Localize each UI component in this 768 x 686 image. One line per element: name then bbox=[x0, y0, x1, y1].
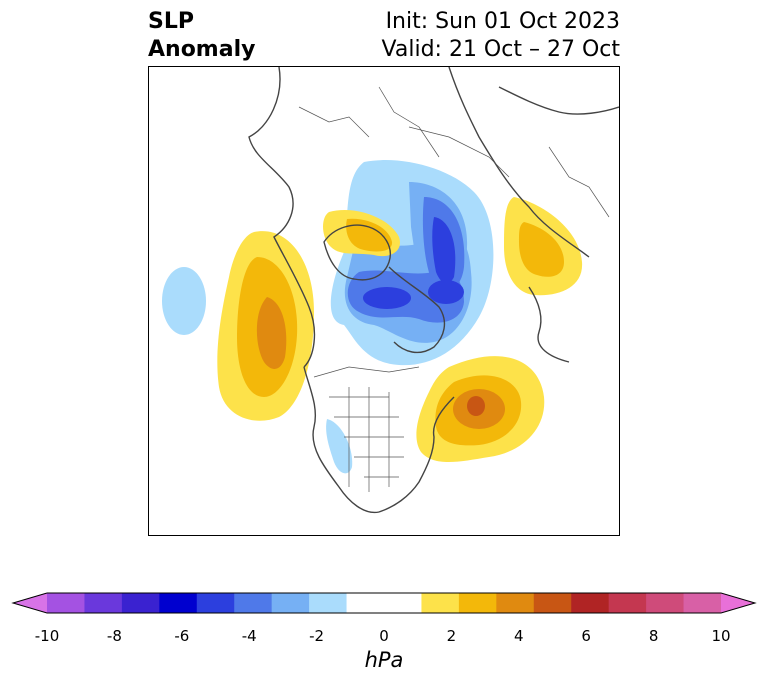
colorbar-bin bbox=[533, 593, 572, 613]
colorbar-max-arrow bbox=[721, 593, 755, 613]
colorbar-tick-label: -4 bbox=[241, 627, 257, 645]
colorbar-outline bbox=[11, 592, 757, 614]
map-canvas bbox=[162, 67, 619, 514]
colorbar-tick-label: 8 bbox=[648, 627, 659, 645]
positive-anomaly-ne-pacific bbox=[217, 231, 314, 421]
colorbar-bin bbox=[496, 593, 535, 613]
colorbar-bin bbox=[196, 593, 235, 613]
colorbar-bin bbox=[47, 593, 85, 613]
title-line-1: SLP bbox=[148, 9, 194, 34]
init-date: Init: Sun 01 Oct 2023 bbox=[385, 9, 620, 34]
positive-anomaly-greenland bbox=[323, 209, 400, 257]
negative-anomaly-arctic bbox=[330, 160, 494, 366]
country-borders bbox=[298, 86, 610, 492]
colorbar-units: hPa bbox=[364, 648, 404, 672]
colorbar-min-arrow bbox=[13, 593, 47, 613]
colorbar-bin bbox=[608, 593, 647, 613]
forecast-info: Init: Sun 01 Oct 2023 Valid: 21 Oct – 27… bbox=[382, 8, 620, 64]
colorbar-tick-label: -8 bbox=[106, 627, 122, 645]
title-line-2: Anomaly bbox=[148, 37, 256, 62]
colorbar-bin bbox=[309, 593, 348, 613]
colorbar-tick-label: -10 bbox=[34, 627, 60, 645]
colorbar: -10 -8 -6 -4 -2 0 2 4 6 8 10 hPa bbox=[0, 585, 768, 685]
colorbar-tick-label: 0 bbox=[379, 627, 389, 645]
colorbar-bin bbox=[646, 593, 685, 613]
colorbar-tick-label: -6 bbox=[174, 627, 190, 645]
colorbar-bin bbox=[384, 593, 422, 613]
colorbar-tick-label: 10 bbox=[711, 627, 731, 645]
colorbar-bin bbox=[571, 593, 610, 613]
colorbar-bin bbox=[159, 593, 198, 613]
anomaly-map bbox=[148, 66, 620, 536]
negative-anomaly-pacific bbox=[162, 267, 206, 335]
coastlines bbox=[248, 67, 619, 514]
colorbar-bin bbox=[458, 593, 497, 613]
positive-anomaly-siberia bbox=[504, 197, 583, 296]
colorbar-bin bbox=[271, 593, 310, 613]
valid-range: Valid: 21 Oct – 27 Oct bbox=[381, 37, 620, 62]
colorbar-tick-label: 2 bbox=[446, 627, 457, 645]
colorbar-tick-label: -2 bbox=[309, 627, 325, 645]
colorbar-bin bbox=[683, 593, 722, 613]
map-title: SLP Anomaly bbox=[148, 8, 255, 64]
colorbar-bins bbox=[47, 593, 722, 613]
colorbar-bin bbox=[84, 593, 123, 613]
colorbar-bin bbox=[234, 593, 273, 613]
positive-anomaly-nw-atlantic bbox=[416, 356, 545, 462]
colorbar-bin bbox=[346, 593, 385, 613]
colorbar-tick-label: 4 bbox=[514, 627, 524, 645]
colorbar-tick-label: 6 bbox=[581, 627, 591, 645]
colorbar-bin bbox=[121, 593, 160, 613]
negative-anomaly-plains bbox=[326, 419, 353, 474]
colorbar-svg bbox=[11, 592, 757, 614]
colorbar-bin bbox=[421, 593, 460, 613]
